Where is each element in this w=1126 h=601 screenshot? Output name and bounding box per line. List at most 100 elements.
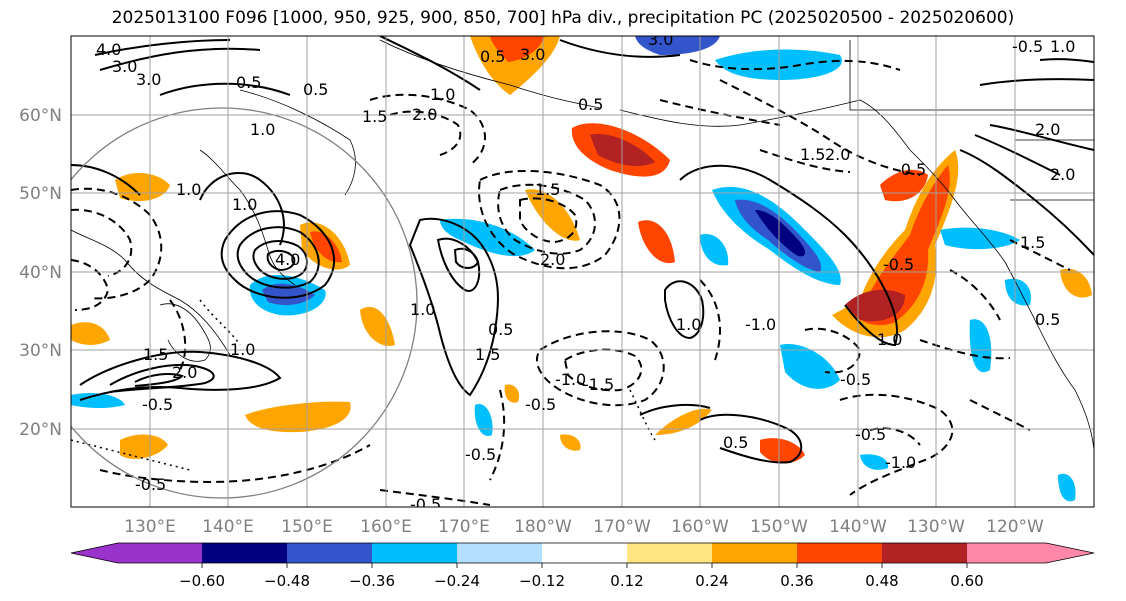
contour-label: -0.5 — [883, 255, 914, 274]
lon-label: 160°E — [360, 517, 412, 537]
contour-label: 4.0 — [96, 40, 121, 59]
lon-label: 120°W — [986, 517, 1044, 537]
contour-label: 1.0 — [877, 330, 902, 349]
contour-label: -0.5 — [410, 495, 441, 514]
contour-label: 1.5 — [143, 345, 168, 364]
zero-contours — [71, 299, 656, 471]
contour-label: -0.5 — [855, 425, 886, 444]
lon-label: 170°E — [438, 517, 490, 537]
contour-label: 0.5 — [578, 95, 603, 114]
longitude-labels: 130°E 140°E 150°E 160°E 170°E 180°W 170°… — [124, 517, 1044, 537]
gridlines — [71, 36, 1094, 507]
lon-label: 160°W — [671, 517, 729, 537]
contour-label: 2.0 — [1050, 165, 1075, 184]
colorbar-segment — [882, 543, 967, 563]
colorbar-tick: 0.12 — [610, 572, 643, 590]
contour-label: 0.5 — [236, 73, 261, 92]
lat-label: 40°N — [19, 263, 62, 283]
contour-label: 1.0 — [250, 120, 275, 139]
contour-label: 1.5 — [362, 107, 387, 126]
lon-label: 150°W — [750, 517, 808, 537]
colorbar-tick: −0.36 — [349, 572, 395, 590]
contour-label: 1.5 — [1020, 233, 1045, 252]
lat-label: 20°N — [19, 420, 62, 440]
plot-frame — [70, 35, 1095, 508]
contour-label: -0.5 — [895, 160, 926, 179]
colorbar-segment — [967, 543, 1047, 563]
contour-label: 3.0 — [136, 70, 161, 89]
colorbar-segment — [1046, 543, 1094, 563]
contour-label: 1.0 — [230, 340, 255, 359]
contour-label: -0.5 — [1012, 37, 1043, 56]
lon-label: 140°W — [829, 517, 887, 537]
lon-label: 130°E — [124, 517, 176, 537]
contour-label: 2.0 — [172, 363, 197, 382]
contour-label: 2.0 — [412, 105, 437, 124]
contour-label: 2.0 — [540, 250, 565, 269]
contour-label: 0.5 — [723, 433, 748, 452]
colorbar-segment — [627, 543, 712, 563]
contour-label: -0.5 — [840, 370, 871, 389]
range-circle — [71, 107, 418, 499]
colorbar-tick: −0.60 — [179, 572, 225, 590]
colorbar-segment — [372, 543, 457, 563]
contour-label: 1.5 — [800, 145, 825, 164]
colorbar-segment — [71, 543, 118, 563]
colorbar-tick: −0.48 — [264, 572, 310, 590]
contour-label: -1.0 — [555, 370, 586, 389]
lon-label: 130°W — [907, 517, 965, 537]
colorbar-tick: 0.36 — [780, 572, 813, 590]
contour-label: 1.5 — [535, 180, 560, 199]
colorbar-outline — [70, 542, 1095, 564]
lon-label: 140°E — [202, 517, 254, 537]
contour-label: -0.5 — [142, 395, 173, 414]
contour-label: 4.0 — [275, 250, 300, 269]
contour-label: 0.5 — [303, 80, 328, 99]
contour-label: 1.0 — [676, 315, 701, 334]
latitude-labels: 60°N 50°N 40°N 30°N 20°N — [19, 106, 62, 440]
contour-label: -0.5 — [525, 395, 556, 414]
colorbar-tick: −0.24 — [434, 572, 480, 590]
contour-label: 1.0 — [232, 195, 257, 214]
colorbar-tick: −0.12 — [519, 572, 565, 590]
colorbar-segment — [287, 543, 372, 563]
contour-label: 2.0 — [1035, 120, 1060, 139]
contour-label: 1.5 — [475, 345, 500, 364]
contour-label: -1.0 — [885, 453, 916, 472]
divergence-contours — [71, 36, 1094, 464]
colorbar: −0.60 −0.48 −0.36 −0.24 −0.12 0.12 0.24 … — [70, 542, 1095, 590]
contour-label: 0.5 — [480, 47, 505, 66]
contour-label: 1.0 — [410, 300, 435, 319]
contour-label: 0.5 — [488, 320, 513, 339]
contour-label: 0.5 — [1035, 310, 1060, 329]
lon-label: 170°W — [593, 517, 651, 537]
lat-label: 30°N — [19, 341, 62, 361]
contour-label: -1.0 — [745, 315, 776, 334]
precip-shading — [71, 36, 1092, 502]
colorbar-tick: 0.24 — [695, 572, 728, 590]
contour-label: 2.0 — [825, 145, 850, 164]
contour-label: 3.0 — [112, 57, 137, 76]
contour-label: 3.0 — [520, 45, 545, 64]
contour-label: 1.0 — [176, 180, 201, 199]
colorbar-segment — [117, 543, 202, 563]
lat-label: 60°N — [19, 106, 62, 126]
contour-labels: 4.0 3.0 3.0 0.5 0.5 1.0 1.0 1.0 4.0 1.5 … — [96, 30, 1075, 514]
colorbar-segment — [542, 543, 627, 563]
negative-contours — [71, 59, 1071, 506]
lon-label: 150°E — [281, 517, 333, 537]
colorbar-tick: 0.60 — [950, 572, 983, 590]
colorbar-segment — [202, 543, 287, 563]
colorbar-segment — [712, 543, 797, 563]
contour-label: 1.0 — [430, 85, 455, 104]
contour-label: 1.0 — [1050, 37, 1075, 56]
contour-label: -0.5 — [135, 475, 166, 494]
colorbar-segment — [457, 543, 542, 563]
lat-label: 50°N — [19, 184, 62, 204]
map-title: 2025013100 F096 [1000, 950, 925, 900, 85… — [111, 8, 1015, 28]
contour-label: -1.5 — [583, 375, 614, 394]
contour-label: 3.0 — [648, 30, 673, 49]
contour-label: -0.5 — [465, 445, 496, 464]
colorbar-tick: 0.48 — [865, 572, 898, 590]
